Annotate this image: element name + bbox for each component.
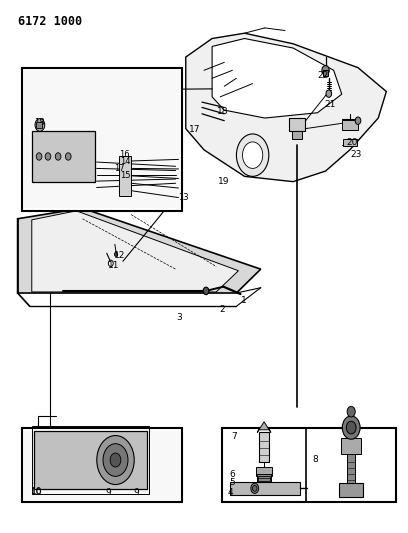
Text: 5: 5 <box>230 478 235 487</box>
Text: 11: 11 <box>108 261 119 270</box>
Bar <box>341 438 361 454</box>
Text: 13: 13 <box>177 193 188 202</box>
Bar <box>24 431 180 500</box>
Circle shape <box>322 66 329 75</box>
Bar <box>339 483 364 497</box>
Text: 19: 19 <box>218 177 229 186</box>
Bar <box>343 139 357 146</box>
Text: 18: 18 <box>217 107 228 116</box>
Circle shape <box>110 453 121 467</box>
Circle shape <box>253 486 257 491</box>
Bar <box>259 432 269 462</box>
Bar <box>24 70 180 208</box>
Text: 1: 1 <box>240 296 246 305</box>
Circle shape <box>45 153 51 160</box>
Polygon shape <box>257 422 271 432</box>
Text: 9: 9 <box>134 488 140 497</box>
Text: 6: 6 <box>230 471 235 480</box>
Bar <box>22 428 182 503</box>
Text: 14: 14 <box>120 157 130 166</box>
Text: 18: 18 <box>34 118 44 126</box>
Circle shape <box>355 117 361 124</box>
Bar <box>34 431 147 489</box>
Text: 7: 7 <box>231 432 237 441</box>
Text: 4: 4 <box>227 488 233 497</box>
Circle shape <box>342 416 360 439</box>
Text: 15: 15 <box>120 171 130 180</box>
Text: 16: 16 <box>119 150 129 159</box>
Text: 8: 8 <box>312 455 318 464</box>
Circle shape <box>203 287 209 295</box>
Circle shape <box>347 406 355 417</box>
Bar <box>347 454 355 483</box>
Text: 9: 9 <box>105 488 111 497</box>
Text: 20: 20 <box>347 138 358 147</box>
Bar <box>22 68 182 211</box>
Bar <box>119 156 131 196</box>
Bar <box>256 467 272 477</box>
Text: 21: 21 <box>325 100 336 109</box>
Bar <box>32 131 95 182</box>
Circle shape <box>35 118 45 131</box>
Bar <box>231 482 300 495</box>
Bar <box>32 425 149 495</box>
Circle shape <box>242 142 263 168</box>
Polygon shape <box>18 208 261 293</box>
Bar <box>258 477 270 481</box>
Circle shape <box>65 153 71 160</box>
Text: 3: 3 <box>176 313 182 322</box>
Text: 10: 10 <box>31 487 42 496</box>
Polygon shape <box>186 33 386 182</box>
Text: 17: 17 <box>188 125 200 134</box>
Circle shape <box>97 435 134 484</box>
Polygon shape <box>32 211 238 292</box>
Circle shape <box>36 153 42 160</box>
Circle shape <box>236 134 269 176</box>
Polygon shape <box>212 38 342 118</box>
Text: 10: 10 <box>31 488 42 497</box>
Bar <box>222 428 397 503</box>
Circle shape <box>251 483 259 494</box>
Bar <box>289 118 305 131</box>
Circle shape <box>326 90 332 98</box>
Bar <box>36 122 42 127</box>
Text: 17: 17 <box>114 164 124 173</box>
Circle shape <box>346 421 356 434</box>
Bar <box>342 120 358 130</box>
Text: 22: 22 <box>317 71 329 80</box>
Text: 2: 2 <box>220 305 225 314</box>
Text: 6172 1000: 6172 1000 <box>18 14 82 28</box>
Bar <box>323 70 328 76</box>
Bar <box>293 131 302 139</box>
Circle shape <box>103 443 128 477</box>
Text: 12: 12 <box>114 252 125 261</box>
Text: 23: 23 <box>351 150 362 159</box>
Circle shape <box>55 153 61 160</box>
Bar <box>257 474 271 482</box>
Circle shape <box>109 260 113 266</box>
Circle shape <box>115 252 118 256</box>
